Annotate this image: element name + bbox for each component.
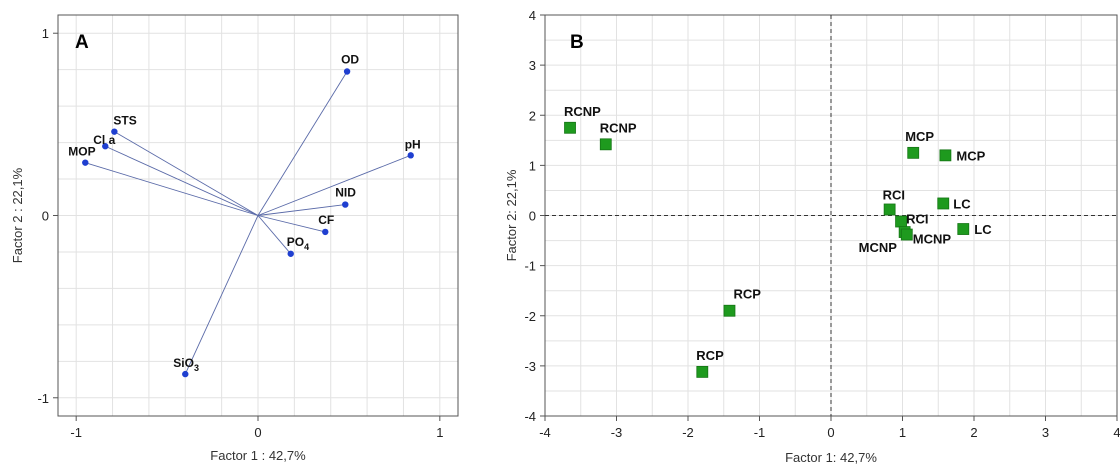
point-label: LC xyxy=(974,222,992,237)
vector-point xyxy=(182,370,189,378)
score-point xyxy=(900,228,913,241)
vector-point xyxy=(407,152,414,159)
vector-line xyxy=(85,162,259,216)
point-label: MCNP xyxy=(859,240,898,255)
vector-point xyxy=(322,228,329,236)
vector-line xyxy=(257,204,346,216)
x-axis-label-a: Factor 1 : 42,7% xyxy=(210,448,306,463)
x-tick-label-b: -2 xyxy=(682,425,694,440)
y-tick-label-b: 0 xyxy=(529,209,536,224)
score-point xyxy=(883,203,896,216)
panel-label-b: B xyxy=(570,32,584,53)
x-tick-label-b: 4 xyxy=(1113,425,1120,440)
score-point xyxy=(957,223,970,235)
score-point xyxy=(723,304,736,317)
y-axis-label-b: Factor 2: 22,1% xyxy=(504,169,519,261)
point-label: RCP xyxy=(696,348,724,363)
y-tick-label-b: 4 xyxy=(529,8,536,23)
y-tick-label-b: -4 xyxy=(524,409,536,424)
vector-label: PO4 xyxy=(287,235,309,252)
x-tick-label-b: 2 xyxy=(970,425,977,440)
vector-point xyxy=(342,201,349,208)
vector-point xyxy=(102,143,109,150)
vector-label: STS xyxy=(113,114,136,128)
point-label: MCNP xyxy=(913,232,952,247)
score-point xyxy=(939,149,952,162)
x-tick-label-b: 3 xyxy=(1042,425,1049,440)
x-tick-label-b: 1 xyxy=(899,425,906,440)
y-tick-label-b: 3 xyxy=(529,58,536,73)
vector-label: SiO3 xyxy=(173,356,199,373)
x-tick-label-b: -4 xyxy=(539,425,551,440)
point-label: LC xyxy=(953,196,971,211)
vector-line xyxy=(257,215,326,233)
vector-line xyxy=(184,215,259,375)
x-tick-label-a: -1 xyxy=(70,425,82,440)
score-point xyxy=(907,146,920,159)
y-tick-label-a: -1 xyxy=(37,391,49,406)
x-tick-label-b: -3 xyxy=(611,425,623,440)
score-point xyxy=(599,138,612,151)
y-axis-label-a: Factor 2 : 22,1% xyxy=(10,167,25,263)
point-label: RCNP xyxy=(600,120,637,135)
y-tick-label-b: 1 xyxy=(529,158,536,173)
point-label: RCI xyxy=(883,187,905,202)
vector-point xyxy=(343,68,351,75)
vector-line xyxy=(257,154,411,216)
point-label: RCNP xyxy=(564,104,601,119)
vector-line xyxy=(105,145,259,216)
score-point xyxy=(696,365,709,378)
y-tick-label-a: 0 xyxy=(42,209,49,224)
point-label: MCP xyxy=(956,148,985,163)
vector-line xyxy=(114,131,259,216)
panel-label-a: A xyxy=(75,32,89,53)
vector-label: OD xyxy=(341,53,359,67)
x-tick-label-b: -1 xyxy=(754,425,766,440)
point-label: RCI xyxy=(906,212,928,227)
vector-label: NID xyxy=(335,186,356,200)
point-label: RCP xyxy=(733,287,761,302)
vector-line xyxy=(257,71,348,216)
y-tick-label-b: -2 xyxy=(524,309,536,324)
vector-label: CF xyxy=(318,213,334,227)
vector-point xyxy=(287,250,294,257)
x-tick-label-a: 0 xyxy=(254,425,261,440)
x-axis-label-b: Factor 1: 42,7% xyxy=(785,450,877,465)
score-point xyxy=(895,215,907,228)
vector-label: Cl a xyxy=(93,133,115,147)
vector-line xyxy=(257,215,292,255)
vector-point xyxy=(82,159,89,166)
score-point xyxy=(937,197,950,210)
vector-label: pH xyxy=(405,137,421,151)
y-tick-label-b: -1 xyxy=(524,259,536,274)
y-tick-label-b: -3 xyxy=(524,359,536,374)
y-tick-label-b: 2 xyxy=(529,108,536,123)
vector-label: MOP xyxy=(68,145,95,159)
point-label: MCP xyxy=(905,129,934,144)
score-point xyxy=(564,121,576,134)
x-tick-label-a: 1 xyxy=(436,425,443,440)
vector-point xyxy=(111,128,118,135)
y-tick-label-a: 1 xyxy=(42,26,49,41)
x-tick-label-b: 0 xyxy=(827,425,834,440)
